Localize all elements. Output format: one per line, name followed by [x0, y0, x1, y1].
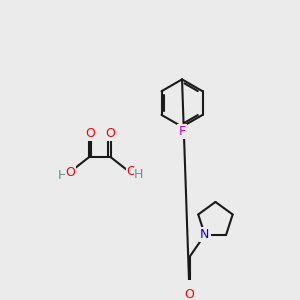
Text: H: H — [58, 169, 67, 182]
Text: O: O — [126, 165, 136, 178]
Text: O: O — [184, 288, 194, 300]
Text: F: F — [178, 125, 186, 138]
Text: O: O — [105, 127, 115, 140]
Text: O: O — [66, 166, 76, 179]
Text: O: O — [85, 127, 95, 140]
Text: H: H — [134, 168, 143, 181]
Text: N: N — [200, 228, 209, 241]
